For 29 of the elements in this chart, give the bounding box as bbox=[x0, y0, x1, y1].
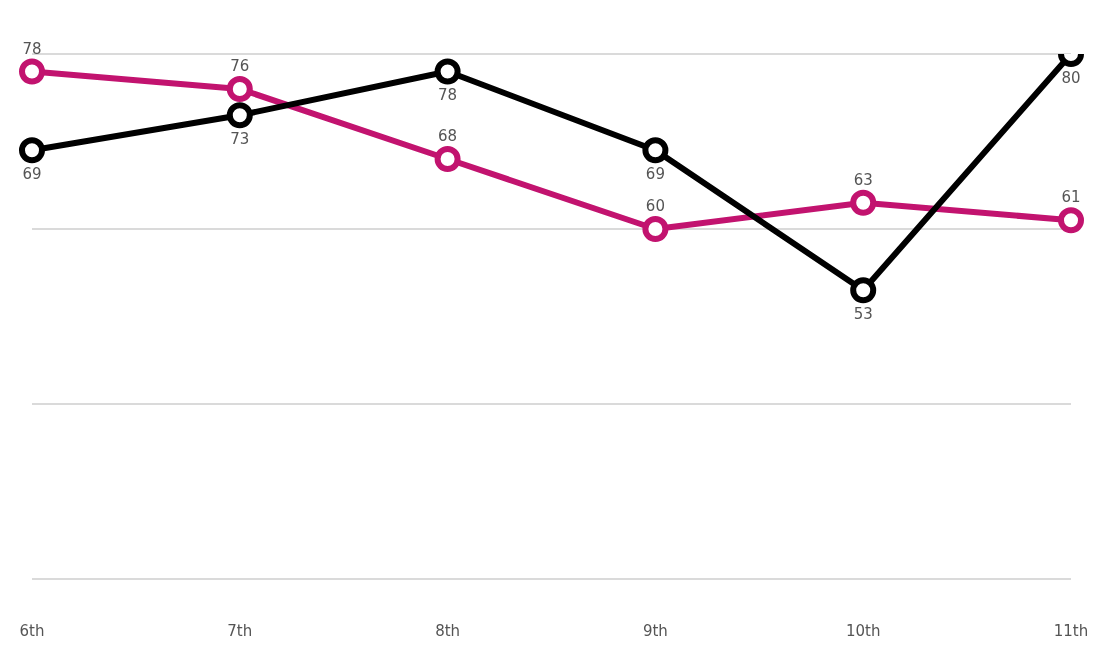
x-tick-label: 7th bbox=[227, 621, 253, 640]
x-tick-label: 10th bbox=[845, 621, 881, 640]
data-label: 78 bbox=[438, 86, 458, 105]
data-label: 73 bbox=[230, 129, 250, 148]
x-tick-label: 9th bbox=[642, 621, 668, 640]
point bbox=[1058, 207, 1084, 234]
data-label: 53 bbox=[853, 304, 873, 323]
data-label: 76 bbox=[230, 57, 250, 75]
point bbox=[19, 58, 45, 85]
x-tick-label: 11th bbox=[1053, 621, 1089, 640]
data-label: 68 bbox=[438, 127, 458, 145]
data-label: 69 bbox=[645, 164, 665, 183]
point bbox=[434, 146, 461, 172]
data-label: 69 bbox=[22, 164, 42, 183]
point bbox=[642, 137, 669, 164]
x-tick-label: 8th bbox=[435, 621, 461, 640]
data-label: 78 bbox=[22, 39, 42, 58]
point bbox=[19, 137, 45, 164]
point bbox=[850, 277, 877, 304]
data-label: 60 bbox=[645, 197, 665, 215]
point bbox=[850, 189, 877, 216]
data-label: 61 bbox=[1061, 188, 1081, 207]
point bbox=[434, 58, 461, 85]
data-label: 63 bbox=[853, 170, 873, 189]
point bbox=[226, 76, 253, 102]
data-label: 80 bbox=[1061, 68, 1081, 87]
x-tick-label: 6th bbox=[19, 621, 45, 640]
point bbox=[642, 216, 669, 242]
point bbox=[226, 102, 253, 129]
